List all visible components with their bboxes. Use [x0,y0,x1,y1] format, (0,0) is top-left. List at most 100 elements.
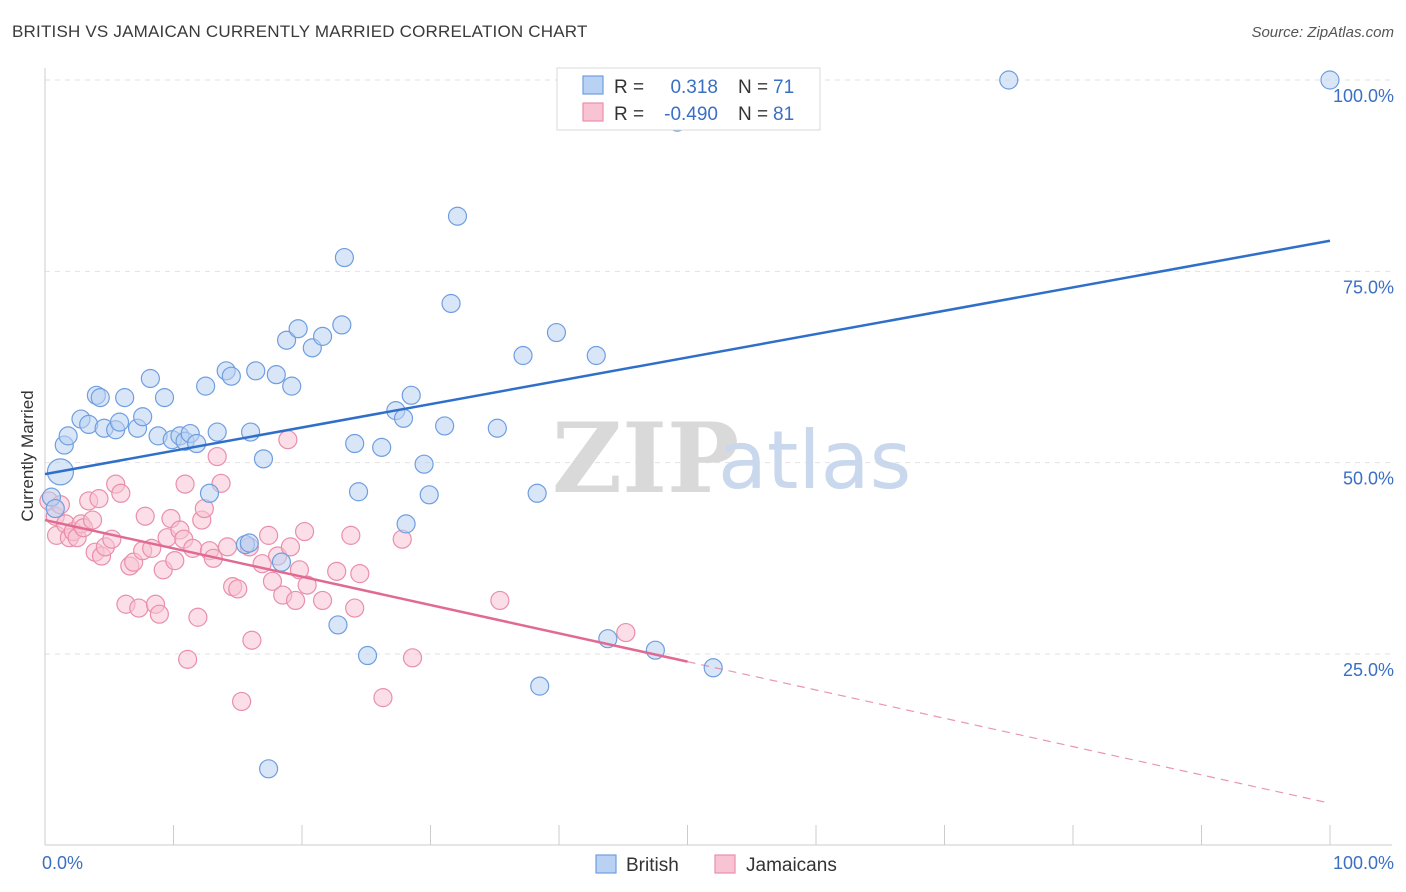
jamaicans-point-70 [616,622,636,643]
british-point-59 [527,483,547,503]
british-point-47 [372,437,392,457]
legend: R = 0.318 N = 71 R = -0.490 N = 81 [556,67,821,131]
british-point-29 [239,533,259,553]
jamaicans-points [39,430,636,712]
british-point-58 [513,345,533,366]
jamaicans-point-64 [345,598,365,618]
bottom-legend-swatch-british [595,854,617,874]
bottom-legend: British Jamaicans [595,854,837,876]
jamaicans-point-35 [178,649,198,669]
british-point-44 [345,433,365,454]
british-point-36 [276,330,297,350]
jamaicans-point-63 [341,525,361,545]
british-point-41 [328,615,348,635]
watermark-zip: ZIP [552,402,739,515]
jamaicans-point-27 [149,604,169,624]
british-point-17 [154,388,175,408]
legend-swatch-jamaicans [582,102,604,122]
y-tick-label-25: 25.0% [1343,660,1394,680]
british-point-51 [401,385,421,405]
british-point-42 [332,315,352,335]
jamaicans-point-51 [258,525,279,545]
watermark-atlas: atlas [718,414,911,507]
british-point-61 [546,322,567,343]
british-point-32 [253,449,274,469]
british-point-2 [45,498,65,519]
jamaicans-point-47 [232,691,252,712]
british-point-35 [271,552,292,572]
jamaicans-point-62 [327,561,347,581]
bottom-legend-british: British [626,855,679,876]
british-point-14 [133,407,153,427]
british-point-25 [207,422,227,442]
jamaicans-point-22 [129,598,149,618]
jamaicans-point-18 [111,483,131,503]
british-point-8 [90,388,110,408]
british-point-62 [586,345,606,366]
british-point-15 [140,368,160,389]
british-point-67 [999,70,1019,90]
british-point-34 [266,365,286,385]
british-point-66 [703,658,723,678]
legend-r-value-british: 0.318 [670,77,718,98]
legend-swatch-british [582,75,604,95]
jamaicans-trend-extension [687,661,1331,804]
y-tick-label-50: 50.0% [1343,469,1394,489]
british-point-27 [221,366,241,386]
y-axis-label: Currently Married [18,390,37,521]
british-point-45 [348,482,369,502]
legend-r-value-jamaicans: -0.490 [664,104,718,125]
jamaicans-point-37 [188,607,208,627]
jamaicans-point-65 [350,564,370,584]
british-point-53 [419,485,439,505]
british-point-50 [396,514,416,534]
bottom-legend-swatch-jamaicans [714,854,736,874]
british-point-23 [196,376,216,396]
chart-title: BRITISH VS JAMAICAN CURRENTLY MARRIED CO… [12,22,588,41]
jamaicans-point-44 [217,537,238,557]
british-point-40 [312,326,333,346]
jamaicans-point-11 [82,510,103,530]
british-point-31 [246,361,266,381]
british-point-12 [115,388,135,408]
axes [44,68,1392,846]
british-point-49 [393,408,414,428]
jamaicans-point-55 [278,430,298,450]
legend-n-value-british: 71 [773,77,794,98]
x-tick-label-max: 100.0% [1333,853,1394,873]
british-point-56 [447,206,468,226]
jamaicans-point-66 [373,688,393,708]
bottom-legend-jamaicans: Jamaicans [746,855,837,876]
british-point-43 [334,247,355,268]
y-tick-label-75: 75.0% [1343,277,1394,297]
british-point-38 [288,319,308,339]
jamaicans-point-31 [165,551,185,571]
british-point-46 [357,645,378,666]
jamaicans-point-13 [89,489,109,509]
jamaicans-point-57 [285,590,306,611]
x-tick-label-min: 0.0% [42,853,83,873]
british-point-57 [487,418,507,438]
british-point-55 [441,293,461,314]
legend-n-label-british: N = [738,77,768,98]
jamaicans-trend-line [44,518,688,663]
jamaicans-point-42 [207,446,227,467]
trend-lines [44,239,1331,804]
jamaicans-point-34 [175,474,195,494]
british-point-60 [530,676,550,696]
jamaicans-point-60 [297,575,317,595]
british-point-68 [1320,70,1340,90]
british-point-52 [414,454,434,474]
jamaicans-point-59 [294,521,315,542]
british-point-22 [187,433,207,454]
jamaicans-point-24 [135,506,155,526]
british-point-11 [109,412,130,432]
y-tick-labels: 25.0% 50.0% 75.0% 100.0% [1333,86,1394,680]
british-point-33 [258,759,279,779]
legend-r-label-british: R = [614,77,644,98]
y-tick-label-100: 100.0% [1333,86,1394,106]
jamaicans-point-69 [490,590,510,611]
legend-r-label-jamaicans: R = [614,104,644,125]
british-trend-line [44,239,1331,476]
